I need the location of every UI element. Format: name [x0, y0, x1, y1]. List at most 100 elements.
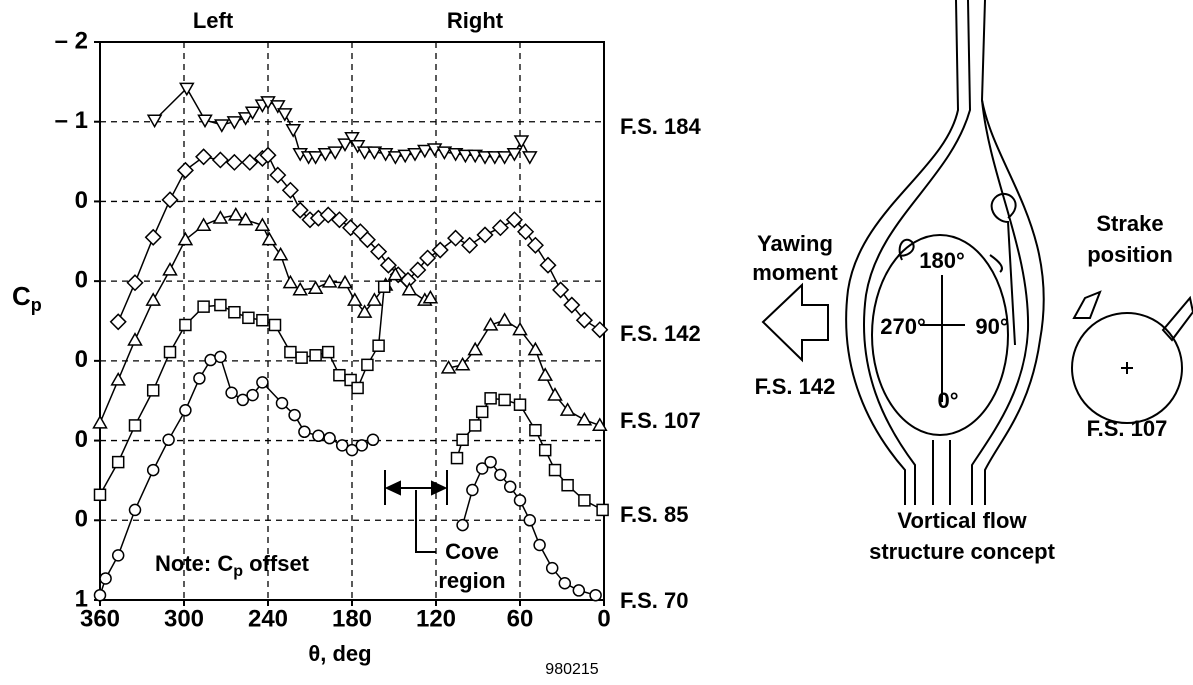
marker: [277, 108, 293, 122]
marker: [538, 443, 552, 457]
marker: [436, 146, 453, 161]
vortex: [990, 193, 1017, 346]
diagram-label: F.S. 107: [1087, 416, 1168, 441]
marker: [323, 431, 336, 445]
diagram-label: position: [1087, 242, 1173, 267]
arrow-head: [384, 480, 401, 496]
series-label: F.S. 142: [620, 321, 701, 346]
marker: [484, 455, 497, 469]
marker: [321, 345, 335, 359]
marker: [317, 147, 334, 162]
x-axis-label: θ, deg: [308, 641, 371, 666]
x-tick-label: 240: [248, 605, 288, 632]
marker: [269, 166, 287, 184]
x-tick-label: 300: [164, 605, 204, 632]
marker: [431, 241, 449, 259]
marker: [379, 256, 397, 274]
cove-label: Cove: [445, 539, 499, 564]
marker: [366, 146, 383, 161]
marker: [407, 147, 423, 162]
y-label-main: C: [12, 281, 31, 311]
marker: [161, 191, 179, 209]
x-tick-label: 360: [80, 605, 120, 632]
marker: [225, 386, 238, 399]
marker: [228, 305, 241, 319]
body-outline: [980, 0, 1045, 505]
marker: [259, 146, 277, 164]
marker: [241, 153, 259, 171]
marker: [193, 372, 206, 385]
angle-label: 180°: [919, 248, 965, 273]
note-text: Note: C: [155, 551, 233, 576]
marker: [576, 411, 593, 426]
figure-id: 980215: [545, 661, 598, 678]
marker: [545, 561, 559, 575]
diagram-label: moment: [752, 260, 838, 285]
body-outline: [862, 0, 972, 505]
marker: [128, 503, 142, 517]
marker: [548, 463, 562, 477]
angle-label: 270°: [880, 314, 926, 339]
marker: [127, 332, 143, 346]
marker: [596, 503, 609, 517]
marker: [355, 439, 369, 452]
marker: [337, 138, 353, 153]
marker: [275, 396, 289, 410]
marker: [195, 148, 213, 166]
marker: [307, 151, 324, 165]
x-tick-label: 60: [507, 605, 534, 632]
cove-leader: [415, 490, 436, 553]
yaw-arrow: [761, 282, 829, 363]
marker: [366, 433, 380, 447]
marker: [529, 423, 542, 437]
marker: [214, 298, 227, 312]
note-sub: p: [233, 563, 243, 580]
marker: [292, 281, 308, 296]
marker: [146, 384, 160, 397]
top-label: Right: [447, 8, 504, 33]
marker: [370, 243, 388, 261]
marker: [526, 236, 544, 254]
marker: [126, 274, 144, 292]
marker: [476, 226, 494, 244]
marker: [214, 119, 230, 133]
marker: [419, 249, 437, 267]
marker: [162, 433, 175, 447]
marker: [291, 201, 309, 219]
marker: [468, 419, 482, 432]
marker: [503, 480, 517, 494]
diagram: [761, 0, 1193, 505]
marker: [561, 478, 574, 492]
marker: [466, 483, 479, 497]
marker: [417, 144, 433, 159]
marker: [128, 419, 142, 432]
marker: [356, 304, 373, 318]
marker: [92, 415, 108, 429]
marker: [197, 300, 210, 313]
marker: [450, 451, 464, 465]
marker: [177, 231, 194, 246]
marker: [505, 211, 523, 229]
x-tick-label: 120: [416, 605, 456, 632]
marker: [93, 588, 107, 602]
marker: [506, 147, 523, 162]
marker: [225, 153, 243, 171]
y-axis-label: Cp: [12, 281, 42, 315]
x-tick-label: 180: [332, 605, 372, 632]
marker: [256, 376, 269, 389]
body-outline: [971, 99, 1030, 505]
y-tick-label: 0: [75, 266, 88, 293]
marker: [422, 289, 439, 304]
marker: [456, 433, 469, 447]
marker: [372, 339, 385, 352]
series-line: [99, 214, 601, 427]
marker: [295, 351, 308, 364]
marker: [260, 96, 276, 110]
marker: [321, 273, 338, 288]
marker: [145, 292, 161, 306]
marker: [110, 371, 126, 386]
marker: [351, 381, 364, 395]
series-label: F.S. 184: [620, 114, 701, 139]
marker: [491, 219, 509, 237]
marker: [482, 316, 499, 331]
